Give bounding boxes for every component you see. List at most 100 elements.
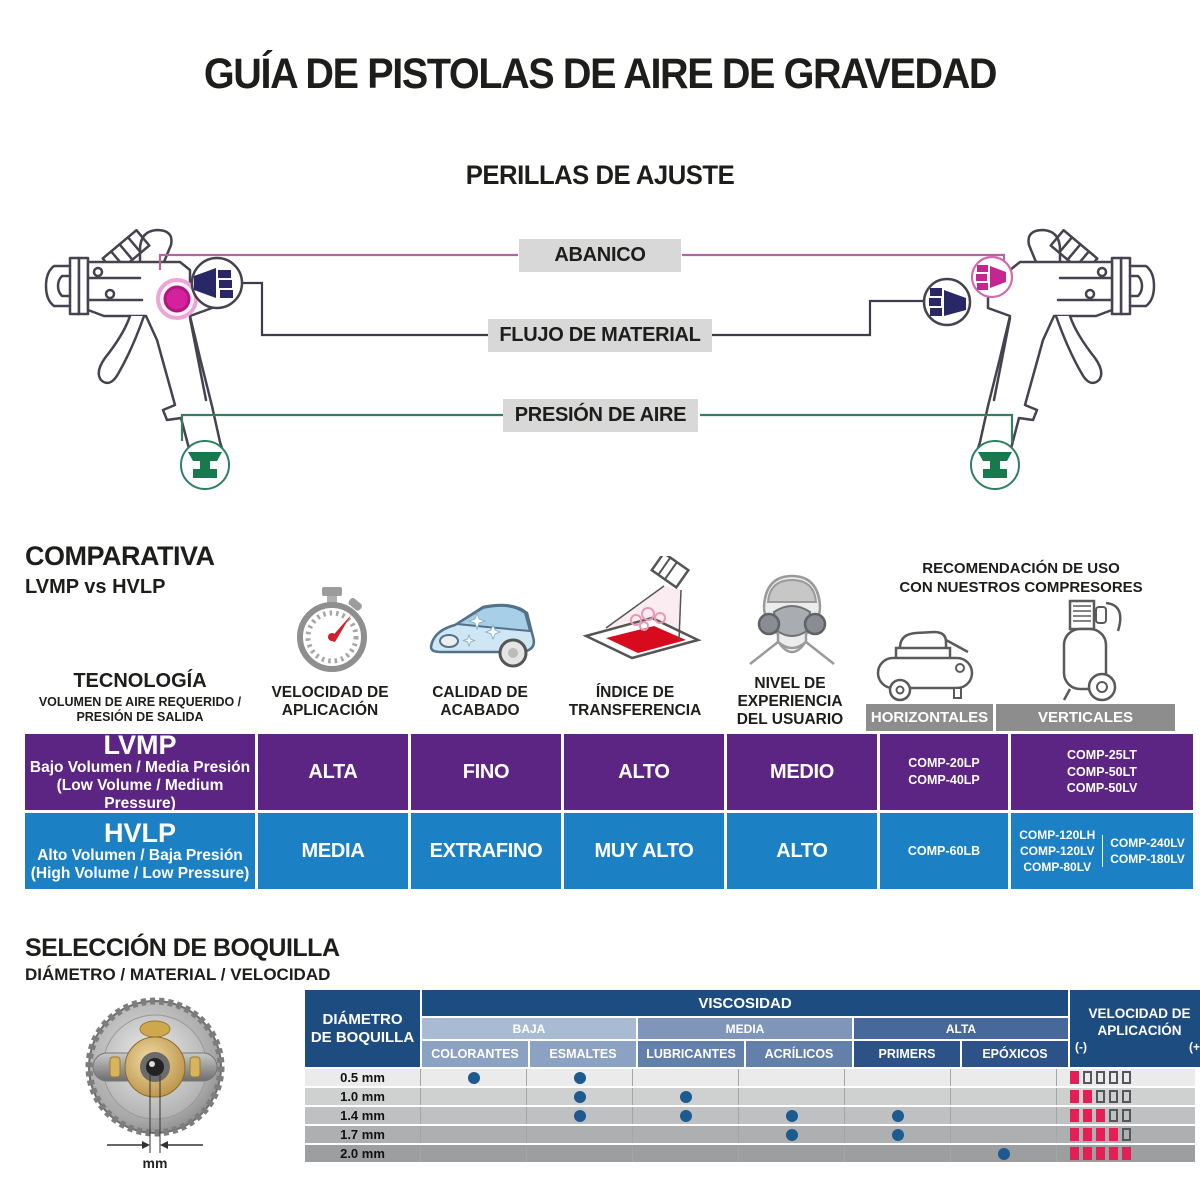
material-cell xyxy=(526,1069,632,1086)
material-cell xyxy=(950,1088,1056,1105)
material-cell xyxy=(632,1088,738,1105)
material-cell xyxy=(420,1107,526,1124)
lvmp-indice: ALTO xyxy=(564,734,724,810)
material-header-epoxicos: EPÓXICOS xyxy=(962,1041,1068,1067)
dot-marker xyxy=(573,1090,586,1103)
material-header-lubricantes: LUBRICANTES xyxy=(638,1041,744,1067)
dot-marker xyxy=(467,1071,480,1084)
material-cell xyxy=(844,1145,950,1162)
velocity-bar xyxy=(1070,1071,1079,1084)
material-header-primers: PRIMERS xyxy=(854,1041,960,1067)
material-cell xyxy=(632,1126,738,1143)
lvmp-name: LVMP xyxy=(103,730,177,761)
column-header-nivel: NIVEL DE EXPERIENCIA DEL USUARIO xyxy=(736,675,844,728)
hvlp-verticales: COMP-120LH COMP-120LV COMP-80LV COMP-240… xyxy=(1011,813,1193,889)
fan-knob-right-icon xyxy=(970,255,1014,299)
nozzle-table-row: 2.0 mm xyxy=(305,1145,1195,1162)
velocity-bar xyxy=(1109,1090,1118,1103)
material-cell xyxy=(420,1088,526,1105)
material-cell xyxy=(526,1107,632,1124)
dot-marker xyxy=(891,1109,904,1122)
flujo-line-left xyxy=(242,281,488,337)
air-knob-right-icon xyxy=(970,440,1020,490)
material-cell xyxy=(738,1145,844,1162)
dot-marker xyxy=(679,1090,692,1103)
comparison-table: LVMP Bajo Volumen / Media Presión (Low V… xyxy=(25,730,1193,889)
velocity-header: VELOCIDAD DE APLICACIÓN (-) (+) xyxy=(1070,990,1200,1067)
knobs-section-heading: PERILLAS DE AJUSTE xyxy=(465,160,735,190)
material-cell xyxy=(738,1069,844,1086)
nozzle-table-row: 1.7 mm xyxy=(305,1126,1195,1143)
material-cell xyxy=(420,1145,526,1162)
material-cell xyxy=(950,1107,1056,1124)
velocity-min-label: (-) xyxy=(1075,1039,1087,1054)
velocity-bar xyxy=(1096,1071,1105,1084)
tecnologia-label: TECNOLOGÍA xyxy=(73,670,207,692)
column-header-horizontales: HORIZONTALES xyxy=(866,704,993,731)
velocity-bar xyxy=(1109,1109,1118,1122)
velocity-max-label: (+) xyxy=(1189,1039,1200,1054)
material-cell xyxy=(950,1069,1056,1086)
compressor-horizontal-icon xyxy=(876,630,974,702)
velocity-bar xyxy=(1122,1071,1131,1084)
diameter-header: DIÁMETRO DE BOQUILLA xyxy=(305,990,420,1067)
flujo-line-right xyxy=(712,299,924,337)
material-cell xyxy=(950,1126,1056,1143)
diameter-cell: 1.0 mm xyxy=(340,1089,385,1104)
material-header-esmaltes: ESMALTES xyxy=(530,1041,636,1067)
recommendation-heading: RECOMENDACIÓN DE USO CON NUESTROS COMPRE… xyxy=(899,560,1143,596)
dot-marker xyxy=(573,1071,586,1084)
velocity-header-label: VELOCIDAD DE APLICACIÓN xyxy=(1088,1006,1191,1038)
dot-marker xyxy=(679,1109,692,1122)
hvlp-verticales-group1: COMP-120LH COMP-120LV COMP-80LV xyxy=(1019,827,1096,875)
velocity-bar xyxy=(1122,1147,1131,1160)
spray-gun-diagram xyxy=(44,228,1156,490)
mm-measure-marks xyxy=(107,1075,203,1153)
abanico-line-left xyxy=(158,253,518,270)
hvlp-calidad: EXTRAFINO xyxy=(411,813,561,889)
nozzle-table-header: DIÁMETRO DE BOQUILLA VISCOSIDAD BAJA MED… xyxy=(305,990,1200,1067)
column-header-verticales: VERTICALES xyxy=(996,704,1175,731)
compressor-vertical-icon xyxy=(1062,599,1122,702)
nozzle-section-heading: SELECCIÓN DE BOQUILLA xyxy=(25,934,340,962)
material-cell xyxy=(526,1145,632,1162)
column-header-indice: ÍNDICE DE TRANSFERENCIA xyxy=(568,684,702,719)
velocity-bar xyxy=(1096,1109,1105,1122)
material-cell xyxy=(844,1088,950,1105)
dot-marker xyxy=(785,1128,798,1141)
hvlp-name: HVLP xyxy=(103,818,176,849)
material-cell xyxy=(526,1126,632,1143)
velocity-bar xyxy=(1083,1128,1092,1141)
hvlp-indice: MUY ALTO xyxy=(564,813,724,889)
viscosity-header: VISCOSIDAD xyxy=(422,990,1068,1016)
knob-label-flujo: FLUJO DE MATERIAL xyxy=(488,319,712,352)
presion-line-right xyxy=(700,413,1014,443)
velocity-cell xyxy=(1056,1088,1195,1105)
material-cell xyxy=(844,1126,950,1143)
lvmp-nivel: MEDIO xyxy=(727,734,877,810)
material-cell xyxy=(738,1126,844,1143)
connector-lines xyxy=(158,253,1014,443)
hvlp-horizontales: COMP-60LB xyxy=(880,813,1008,889)
dot-marker xyxy=(891,1128,904,1141)
hvlp-nivel: ALTO xyxy=(727,813,877,889)
lvmp-calidad: FINO xyxy=(411,734,561,810)
dot-marker xyxy=(997,1147,1010,1160)
material-cell xyxy=(420,1069,526,1086)
nozzle-table-row: 0.5 mm xyxy=(305,1069,1195,1086)
lvmp-horizontales: COMP-20LP COMP-40LP xyxy=(880,734,1008,810)
nozzle-section-subheading: DIÁMETRO / MATERIAL / VELOCIDAD xyxy=(25,965,331,984)
velocity-cell xyxy=(1056,1069,1195,1086)
viscosity-band-media: MEDIA xyxy=(638,1018,852,1039)
material-knob-left-icon xyxy=(190,256,244,310)
material-cell xyxy=(950,1145,1056,1162)
velocity-bar xyxy=(1070,1109,1079,1122)
fan-knob-left-icon xyxy=(156,278,198,320)
stopwatch-icon xyxy=(297,587,367,672)
hvlp-name-cell: HVLP Alto Volumen / Baja Presión (High V… xyxy=(25,813,255,889)
material-cell xyxy=(738,1107,844,1124)
column-header-tecnologia: TECNOLOGÍA VOLUMEN DE AIRE REQUERIDO / P… xyxy=(30,670,250,725)
velocity-bar xyxy=(1070,1128,1079,1141)
velocity-bar xyxy=(1083,1109,1092,1122)
velocity-bar xyxy=(1096,1128,1105,1141)
